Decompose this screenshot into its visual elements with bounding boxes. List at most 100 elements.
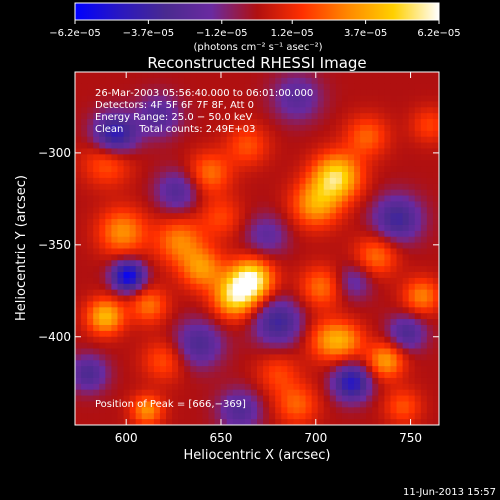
- heatmap-cell: [426, 360, 434, 367]
- heatmap-cell: [335, 236, 343, 244]
- heatmap-cell: [244, 377, 252, 385]
- heatmap-cell: [117, 248, 125, 255]
- heatmap-cell: [111, 136, 118, 144]
- heatmap-cell: [420, 366, 428, 373]
- heatmap-cell: [329, 207, 337, 214]
- heatmap-cell: [420, 407, 428, 414]
- heatmap-cell: [390, 119, 398, 126]
- heatmap-cell: [184, 136, 191, 144]
- heatmap-cell: [220, 107, 228, 114]
- heatmap-cell: [378, 113, 385, 120]
- heatmap-cell: [141, 77, 149, 85]
- heatmap-cell: [93, 372, 100, 379]
- heatmap-cell: [287, 413, 294, 420]
- heatmap-cell: [317, 189, 325, 197]
- heatmap-cell: [420, 342, 428, 350]
- heatmap-cell: [269, 142, 276, 149]
- heatmap-cell: [147, 377, 155, 385]
- heatmap-cell: [178, 124, 185, 132]
- heatmap-cell: [348, 348, 355, 355]
- heatmap-cell: [305, 377, 313, 385]
- heatmap-cell: [414, 207, 422, 214]
- heatmap-cell: [232, 101, 240, 108]
- heatmap-cell: [147, 360, 155, 367]
- heatmap-cell: [269, 372, 276, 379]
- heatmap-cell: [366, 295, 373, 302]
- heatmap-cell: [105, 160, 112, 167]
- heatmap-cell: [432, 319, 440, 326]
- heatmap-cell: [378, 260, 385, 267]
- heatmap-cell: [111, 160, 118, 167]
- heatmap-cell: [372, 113, 379, 120]
- heatmap-cell: [166, 195, 173, 202]
- heatmap-cell: [341, 248, 349, 255]
- heatmap-cell: [147, 383, 155, 391]
- heatmap-cell: [202, 154, 209, 161]
- heatmap-cell: [166, 230, 173, 238]
- heatmap-cell: [87, 113, 94, 120]
- heatmap-cell: [129, 313, 137, 320]
- heatmap-cell: [269, 219, 276, 226]
- heatmap-cell: [123, 248, 131, 255]
- heatmap-cell: [75, 242, 82, 249]
- heatmap-cell: [111, 336, 118, 344]
- heatmap-cell: [172, 195, 179, 202]
- heatmap-cell: [432, 224, 440, 232]
- heatmap-cell: [105, 242, 112, 249]
- heatmap-cell: [159, 148, 167, 155]
- heatmap-cell: [81, 348, 88, 355]
- heatmap-cell: [420, 419, 428, 426]
- heatmap-cell: [263, 224, 270, 232]
- heatmap-cell: [172, 89, 179, 97]
- heatmap-cell: [305, 130, 313, 138]
- heatmap-cell: [75, 401, 82, 408]
- heatmap-cell: [287, 195, 294, 202]
- heatmap-cell: [366, 72, 373, 79]
- heatmap-cell: [159, 266, 167, 273]
- heatmap-cell: [263, 324, 270, 332]
- heatmap-cell: [360, 230, 367, 238]
- heatmap-cell: [293, 113, 300, 120]
- heatmap-cell: [226, 419, 234, 426]
- heatmap-cell: [305, 119, 313, 126]
- heatmap-cell: [275, 313, 282, 320]
- heatmap-cell: [147, 313, 155, 320]
- heatmap-cell: [378, 219, 385, 226]
- heatmap-cell: [311, 101, 319, 108]
- heatmap-cell: [402, 389, 410, 397]
- heatmap-cell: [153, 213, 161, 220]
- heatmap-cell: [147, 72, 155, 79]
- heatmap-cell: [202, 307, 209, 314]
- heatmap-cell: [159, 401, 167, 408]
- heatmap-cell: [354, 77, 361, 85]
- heatmap-cell: [172, 419, 179, 426]
- heatmap-cell: [190, 301, 197, 308]
- heatmap-cell: [244, 189, 252, 197]
- heatmap-cell: [117, 324, 125, 332]
- heatmap-cell: [426, 236, 434, 244]
- heatmap-cell: [341, 201, 349, 208]
- heatmap-cell: [87, 166, 94, 173]
- heatmap-cell: [378, 172, 385, 179]
- heatmap-cell: [123, 172, 131, 179]
- heatmap-cell: [232, 324, 240, 332]
- heatmap-cell: [220, 236, 228, 244]
- heatmap-cell: [172, 72, 179, 79]
- heatmap-cell: [178, 172, 185, 179]
- heatmap-cell: [257, 266, 264, 273]
- heatmap-cell: [341, 219, 349, 226]
- heatmap-cell: [366, 336, 373, 344]
- heatmap-cell: [226, 101, 234, 108]
- heatmap-cell: [129, 360, 137, 367]
- heatmap-cell: [159, 160, 167, 167]
- heatmap-cell: [99, 283, 106, 291]
- heatmap-cell: [317, 319, 325, 326]
- heatmap-cell: [93, 195, 100, 202]
- heatmap-cell: [335, 419, 343, 426]
- heatmap-cell: [141, 360, 149, 367]
- heatmap-cell: [202, 313, 209, 320]
- heatmap-cell: [172, 354, 179, 361]
- heatmap-cell: [317, 124, 325, 132]
- heatmap-cell: [293, 230, 300, 238]
- x-axis-label: Heliocentric X (arcsec): [184, 448, 331, 463]
